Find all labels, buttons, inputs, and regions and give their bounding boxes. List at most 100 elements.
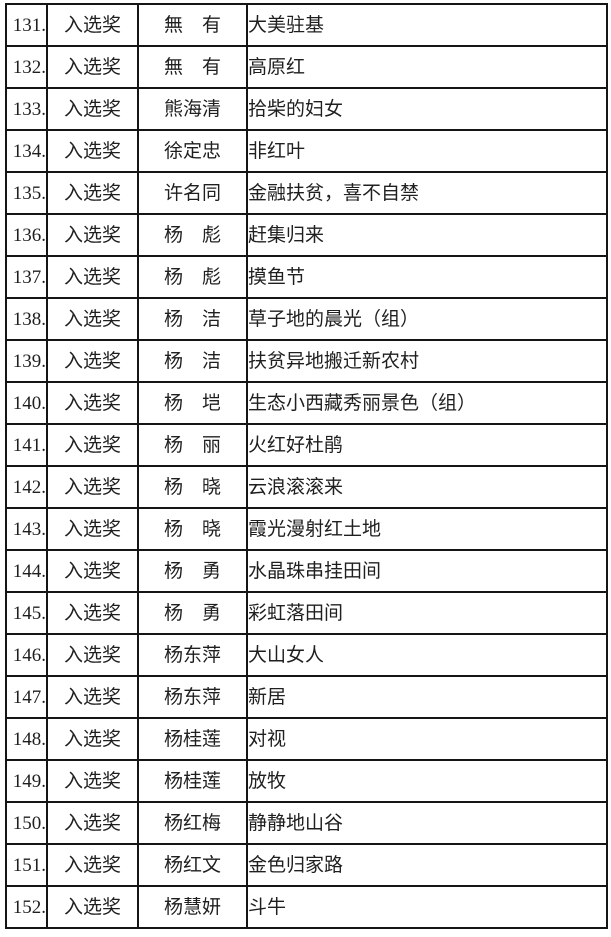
award-cell: 入选奖 <box>46 675 139 719</box>
table-row: 135. 入选奖 许名同 金融扶贫，喜不自禁 <box>5 171 608 215</box>
table-row: 151. 入选奖 杨红文 金色归家路 <box>5 843 608 887</box>
table-row: 139. 入选奖 杨 洁 扶贫异地搬迁新农村 <box>5 339 608 383</box>
title-cell: 金融扶贫，喜不自禁 <box>246 171 608 215</box>
row-number-cell: 147. <box>5 675 48 719</box>
row-number-cell: 144. <box>5 549 48 593</box>
title-cell: 静静地山谷 <box>246 801 608 845</box>
row-number-cell: 136. <box>5 213 48 257</box>
award-cell: 入选奖 <box>46 591 139 635</box>
award-table: 131. 入选奖 無 有 大美驻基 132. 入选奖 無 有 高原红 133. … <box>5 3 608 929</box>
name-cell: 杨 丽 <box>137 423 248 467</box>
row-number-cell: 149. <box>5 759 48 803</box>
title-cell: 放牧 <box>246 759 608 803</box>
name-cell: 杨 晓 <box>137 465 248 509</box>
name-cell: 徐定忠 <box>137 129 248 173</box>
table-row: 146. 入选奖 杨东萍 大山女人 <box>5 633 608 677</box>
award-cell: 入选奖 <box>46 3 139 47</box>
row-number-cell: 132. <box>5 45 48 89</box>
row-number-cell: 142. <box>5 465 48 509</box>
title-cell: 水晶珠串挂田间 <box>246 549 608 593</box>
title-cell: 高原红 <box>246 45 608 89</box>
table-row: 138. 入选奖 杨 洁 草子地的晨光（组） <box>5 297 608 341</box>
row-number-cell: 150. <box>5 801 48 845</box>
table-row: 134. 入选奖 徐定忠 非红叶 <box>5 129 608 173</box>
name-cell: 無 有 <box>137 45 248 89</box>
award-cell: 入选奖 <box>46 339 139 383</box>
title-cell: 扶贫异地搬迁新农村 <box>246 339 608 383</box>
row-number-cell: 145. <box>5 591 48 635</box>
row-number-cell: 131. <box>5 3 48 47</box>
table-row: 142. 入选奖 杨 晓 云浪滚滚来 <box>5 465 608 509</box>
award-cell: 入选奖 <box>46 45 139 89</box>
award-cell: 入选奖 <box>46 549 139 593</box>
table-row: 137. 入选奖 杨 彪 摸鱼节 <box>5 255 608 299</box>
row-number-cell: 151. <box>5 843 48 887</box>
row-number-cell: 146. <box>5 633 48 677</box>
name-cell: 杨桂莲 <box>137 759 248 803</box>
row-number-cell: 138. <box>5 297 48 341</box>
name-cell: 杨 晓 <box>137 507 248 551</box>
award-cell: 入选奖 <box>46 423 139 467</box>
title-cell: 云浪滚滚来 <box>246 465 608 509</box>
title-cell: 大山女人 <box>246 633 608 677</box>
name-cell: 杨 彪 <box>137 255 248 299</box>
award-cell: 入选奖 <box>46 381 139 425</box>
title-cell: 霞光漫射红土地 <box>246 507 608 551</box>
name-cell: 许名同 <box>137 171 248 215</box>
award-table-body: 131. 入选奖 無 有 大美驻基 132. 入选奖 無 有 高原红 133. … <box>5 3 608 929</box>
row-number-cell: 134. <box>5 129 48 173</box>
table-row: 144. 入选奖 杨 勇 水晶珠串挂田间 <box>5 549 608 593</box>
title-cell: 斗牛 <box>246 885 608 929</box>
award-cell: 入选奖 <box>46 129 139 173</box>
table-row: 141. 入选奖 杨 丽 火红好杜鹃 <box>5 423 608 467</box>
title-cell: 彩虹落田间 <box>246 591 608 635</box>
name-cell: 杨 洁 <box>137 339 248 383</box>
table-row: 132. 入选奖 無 有 高原红 <box>5 45 608 89</box>
title-cell: 摸鱼节 <box>246 255 608 299</box>
award-cell: 入选奖 <box>46 213 139 257</box>
award-cell: 入选奖 <box>46 843 139 887</box>
name-cell: 杨 勇 <box>137 591 248 635</box>
title-cell: 对视 <box>246 717 608 761</box>
award-cell: 入选奖 <box>46 759 139 803</box>
row-number-cell: 133. <box>5 87 48 131</box>
table-row: 152. 入选奖 杨慧妍 斗牛 <box>5 885 608 929</box>
table-row: 145. 入选奖 杨 勇 彩虹落田间 <box>5 591 608 635</box>
table-row: 143. 入选奖 杨 晓 霞光漫射红土地 <box>5 507 608 551</box>
title-cell: 大美驻基 <box>246 3 608 47</box>
row-number-cell: 140. <box>5 381 48 425</box>
award-cell: 入选奖 <box>46 507 139 551</box>
award-cell: 入选奖 <box>46 87 139 131</box>
award-cell: 入选奖 <box>46 633 139 677</box>
name-cell: 杨 洁 <box>137 297 248 341</box>
row-number-cell: 141. <box>5 423 48 467</box>
table-row: 147. 入选奖 杨东萍 新居 <box>5 675 608 719</box>
table-row: 150. 入选奖 杨红梅 静静地山谷 <box>5 801 608 845</box>
title-cell: 拾柴的妇女 <box>246 87 608 131</box>
award-cell: 入选奖 <box>46 255 139 299</box>
name-cell: 熊海清 <box>137 87 248 131</box>
title-cell: 新居 <box>246 675 608 719</box>
row-number-cell: 143. <box>5 507 48 551</box>
name-cell: 杨东萍 <box>137 675 248 719</box>
award-cell: 入选奖 <box>46 297 139 341</box>
title-cell: 生态小西藏秀丽景色（组） <box>246 381 608 425</box>
award-cell: 入选奖 <box>46 171 139 215</box>
title-cell: 金色归家路 <box>246 843 608 887</box>
title-cell: 火红好杜鹃 <box>246 423 608 467</box>
table-row: 131. 入选奖 無 有 大美驻基 <box>5 3 608 47</box>
row-number-cell: 135. <box>5 171 48 215</box>
title-cell: 赶集归来 <box>246 213 608 257</box>
name-cell: 杨红文 <box>137 843 248 887</box>
row-number-cell: 139. <box>5 339 48 383</box>
row-number-cell: 152. <box>5 885 48 929</box>
title-cell: 非红叶 <box>246 129 608 173</box>
name-cell: 無 有 <box>137 3 248 47</box>
award-cell: 入选奖 <box>46 465 139 509</box>
name-cell: 杨东萍 <box>137 633 248 677</box>
name-cell: 杨红梅 <box>137 801 248 845</box>
name-cell: 杨 勇 <box>137 549 248 593</box>
table-row: 148. 入选奖 杨桂莲 对视 <box>5 717 608 761</box>
table-row: 149. 入选奖 杨桂莲 放牧 <box>5 759 608 803</box>
